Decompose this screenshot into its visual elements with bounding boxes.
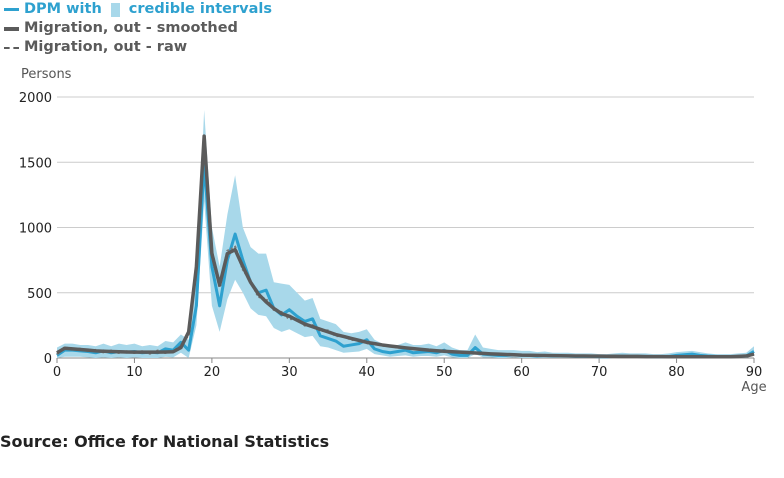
x-tick-label: 10 <box>126 365 143 380</box>
dpm-swatch <box>4 8 19 11</box>
raw-line <box>56 138 755 359</box>
credible-interval-band <box>57 110 754 358</box>
legend-raw-label: Migration, out - raw <box>24 39 188 55</box>
y-tick-label: 1500 <box>19 156 52 171</box>
ci-swatch <box>110 2 120 17</box>
y-tick-label: 1000 <box>19 222 52 237</box>
x-tick-label: 90 <box>746 365 763 380</box>
smoothed-line <box>56 134 755 359</box>
raw-swatch <box>4 46 19 49</box>
y-tick-label: 2000 <box>19 91 52 106</box>
legend-dpm: DPM with credible intervals <box>4 0 272 19</box>
legend-raw: Migration, out - raw <box>4 38 272 57</box>
y-tick-label: 500 <box>27 287 52 302</box>
x-tick-label: 30 <box>281 365 298 380</box>
smoothed-swatch <box>4 26 19 31</box>
legend-smoothed-label: Migration, out - smoothed <box>24 20 238 36</box>
legend-ci-label: credible intervals <box>128 1 272 17</box>
x-tick-label: 80 <box>668 365 685 380</box>
x-tick-label: 60 <box>513 365 530 380</box>
x-tick-label: 70 <box>591 365 608 380</box>
y-axis-label: Persons <box>21 67 72 82</box>
x-tick-label: 0 <box>53 365 61 380</box>
chart: Persons Age 0 500 1000 1500 2000 0 10 20 30 40 50 6… <box>19 67 767 395</box>
x-tick-label: 20 <box>204 365 221 380</box>
y-tick-label: 0 <box>44 352 52 367</box>
source-note: Source: Office for National Statistics <box>0 432 330 451</box>
dpm-line <box>56 160 755 359</box>
legend: DPM with credible intervals Migration, o… <box>4 0 272 57</box>
legend-smoothed: Migration, out - smoothed <box>4 19 272 38</box>
x-axis-label: Age <box>741 380 766 395</box>
legend-dpm-label: DPM with <box>24 1 102 17</box>
x-tick-label: 40 <box>359 365 376 380</box>
x-tick-label: 50 <box>436 365 453 380</box>
